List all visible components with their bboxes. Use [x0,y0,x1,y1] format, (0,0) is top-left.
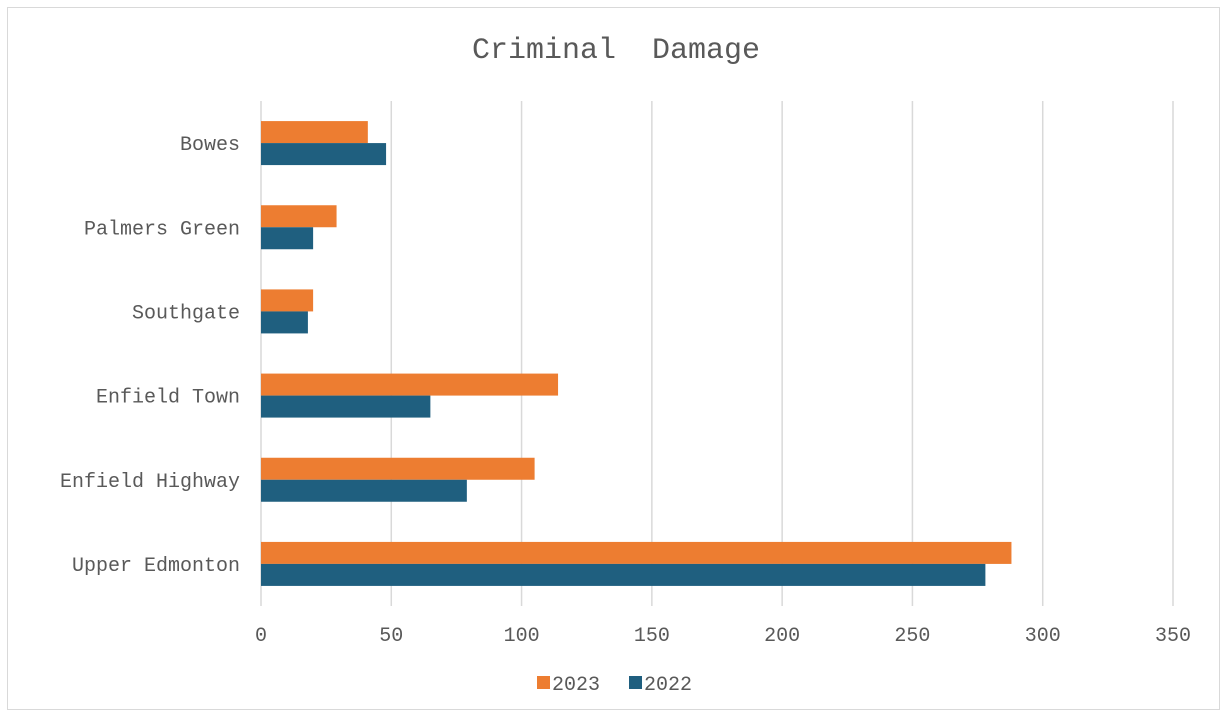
value-axis-labels: 0 50 100 150 200 250 300 350 [255,625,1191,648]
x-tick-label: 300 [1025,625,1061,648]
legend-label-2023: 2023 [552,674,600,697]
bar-2022-enfield-town [261,395,431,418]
bar-2022-upper-edmonton [261,563,986,586]
legend-swatch-2023 [537,676,550,689]
legend-label-2022: 2022 [644,674,692,697]
x-tick-label: 0 [255,625,267,648]
bar-2023-enfield-highway [261,457,535,480]
category-label: Palmers Green [84,218,240,241]
bar-2023-enfield-town [261,373,559,396]
category-axis-labels: Bowes Palmers Green Southgate Enfield Town E… [60,134,240,578]
chart-title: Criminal Damage [472,34,760,68]
category-label: Southgate [132,302,240,325]
category-label: Enfield Town [96,387,240,410]
x-tick-label: 100 [504,625,540,648]
x-tick-label: 50 [379,625,403,648]
x-tick-label: 200 [764,625,800,648]
bar-2023-palmers-green [261,205,337,228]
x-tick-label: 250 [894,625,930,648]
bar-2023-upper-edmonton [261,541,1012,564]
bar-2023-bowes [261,121,368,144]
gridlines [260,101,1174,606]
category-label: Bowes [180,134,240,157]
bars [261,121,1012,586]
legend: 2023 2022 [537,674,692,697]
bar-2022-southgate [261,311,308,334]
bar-2022-bowes [261,143,387,166]
chart-area [7,7,1220,710]
bar-2022-enfield-highway [261,479,467,502]
category-label: Enfield Highway [60,471,240,494]
x-tick-label: 350 [1155,625,1191,648]
bar-2023-southgate [261,289,314,312]
category-label: Upper Edmonton [72,555,240,578]
bar-2022-palmers-green [261,227,314,250]
legend-swatch-2022 [629,676,642,689]
x-tick-label: 150 [634,625,670,648]
